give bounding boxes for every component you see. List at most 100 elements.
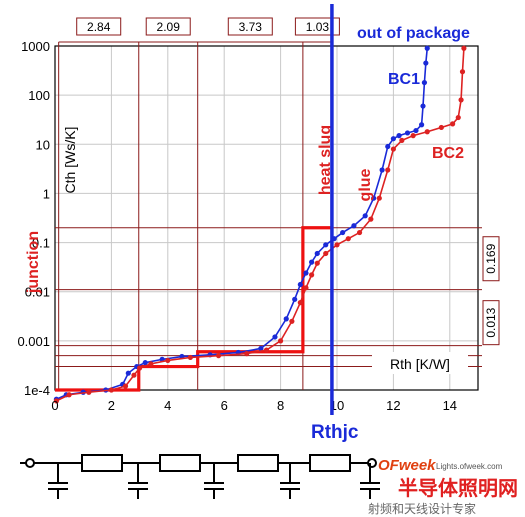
segment-value: 2.09: [157, 20, 181, 34]
out-of-package-label: out of package: [357, 25, 470, 42]
y-tick-label: 0.1: [32, 236, 50, 251]
data-point-bc2: [376, 195, 382, 201]
segment-value: 1.03: [306, 20, 330, 34]
data-point-bc2: [345, 236, 351, 242]
x-tick-label: 12: [386, 398, 400, 413]
data-point-bc1: [125, 370, 131, 376]
resistor: [159, 454, 201, 472]
data-point-bc1: [362, 213, 368, 219]
network-terminal: [25, 458, 35, 468]
data-point-bc1: [413, 127, 419, 134]
heat-slug-label: heat slug: [317, 125, 334, 195]
data-point-bc2: [165, 357, 171, 364]
data-point-bc1: [314, 250, 320, 257]
data-point-bc1: [424, 45, 430, 51]
data-point-bc1: [421, 79, 428, 86]
data-point-bc1: [371, 195, 377, 201]
data-point-bc2: [244, 351, 250, 357]
segment-box: [227, 17, 273, 36]
data-point-bc1: [142, 360, 148, 366]
grid: [54, 45, 478, 391]
data-point-bc2: [309, 272, 315, 278]
data-point-bc1: [419, 122, 425, 128]
data-point-bc2: [458, 97, 464, 103]
data-point-bc2: [450, 121, 456, 127]
data-point-bc2: [461, 45, 467, 51]
structure-function-step: [55, 226, 332, 392]
segment-value: 2.84: [87, 20, 111, 34]
data-point-bc1: [340, 229, 346, 236]
x-tick-label: 2: [108, 398, 115, 413]
data-point-bc2: [108, 387, 114, 393]
data-point-bc2: [137, 365, 143, 371]
data-point-bc1: [272, 334, 278, 340]
data-point-bc2: [263, 347, 270, 353]
data-point-bc2: [334, 242, 340, 248]
x-tick-label: 4: [164, 398, 171, 413]
data-point-bc2: [66, 392, 72, 398]
glue-label: glue: [357, 168, 374, 201]
data-point-bc2: [53, 398, 60, 404]
data-point-bc2: [122, 383, 129, 389]
data-point-bc1: [292, 296, 298, 302]
x-tick-label: 0: [51, 398, 58, 413]
watermark-cn-subtitle: 射频和天线设计专家: [368, 501, 476, 516]
resistor: [81, 454, 123, 472]
data-point-bc1: [396, 133, 402, 139]
resistor: [309, 454, 351, 472]
data-point-bc2: [215, 353, 222, 359]
data-point-bc2: [455, 114, 461, 121]
right-segment-box: [482, 300, 500, 346]
data-point-bc2: [385, 167, 391, 173]
data-point-bc1: [390, 136, 396, 142]
junction-label: junction: [25, 231, 42, 294]
data-point-bc2: [399, 137, 405, 143]
segment-box: [294, 17, 340, 36]
data-point-bc1: [323, 242, 329, 248]
right-segment-boxes: 0.169 0.013: [482, 236, 500, 346]
data-point-bc1: [303, 270, 309, 276]
data-point-bc2: [410, 133, 416, 139]
x-tick-label: 6: [221, 398, 228, 413]
data-point-bc1: [258, 345, 264, 352]
y-tick-label: 1000: [21, 39, 50, 54]
plot-frame: [54, 45, 479, 391]
y-tick-label: 0.01: [25, 285, 50, 300]
data-point-bc2: [459, 69, 466, 75]
y-tick-label: 1: [43, 186, 50, 201]
data-point-bc2: [187, 354, 193, 361]
data-point-bc1: [404, 130, 411, 136]
right-segment-box: [482, 236, 500, 282]
watermark-cn-title: 半导体照明网: [398, 476, 518, 500]
x-tick-labels: 0 2 4 6 8 10 12 14: [51, 398, 457, 413]
x-axis-label: Rth [K/W]: [390, 356, 450, 372]
data-point-bc2: [86, 389, 92, 395]
data-point-bc1: [423, 60, 429, 66]
watermark-url: Lights.ofweek.com: [436, 462, 503, 471]
data-point-bc1: [297, 281, 303, 288]
y-tick-labels: 1e-4 0.001 0.01 0.1 1 10 100 1000: [17, 39, 50, 398]
segment-value: 3.73: [239, 20, 263, 34]
series-layer: [53, 45, 467, 404]
x-tick-label: 14: [443, 398, 457, 413]
data-point-bc1: [385, 143, 391, 150]
data-point-bc2: [278, 338, 284, 344]
data-point-bc1: [351, 223, 357, 229]
data-point-bc2: [148, 361, 154, 367]
y-tick-label: 0.001: [17, 334, 50, 349]
data-point-bc1: [379, 167, 385, 173]
segment-box: [76, 17, 122, 36]
resistor: [237, 454, 279, 472]
x-tick-label: 8: [277, 398, 284, 413]
data-point-bc1: [309, 259, 315, 265]
rc-network: [20, 454, 380, 499]
data-point-bc2: [303, 285, 309, 291]
y-tick-label: 1e-4: [24, 383, 50, 398]
y-tick-label: 10: [36, 137, 50, 152]
data-point-bc2: [424, 129, 430, 135]
data-point-bc2: [289, 318, 295, 324]
data-point-bc2: [323, 250, 329, 257]
watermark-brand: OFweek: [378, 457, 436, 474]
segment-boxes: 2.84 2.09 3.73 1.03: [76, 17, 340, 36]
